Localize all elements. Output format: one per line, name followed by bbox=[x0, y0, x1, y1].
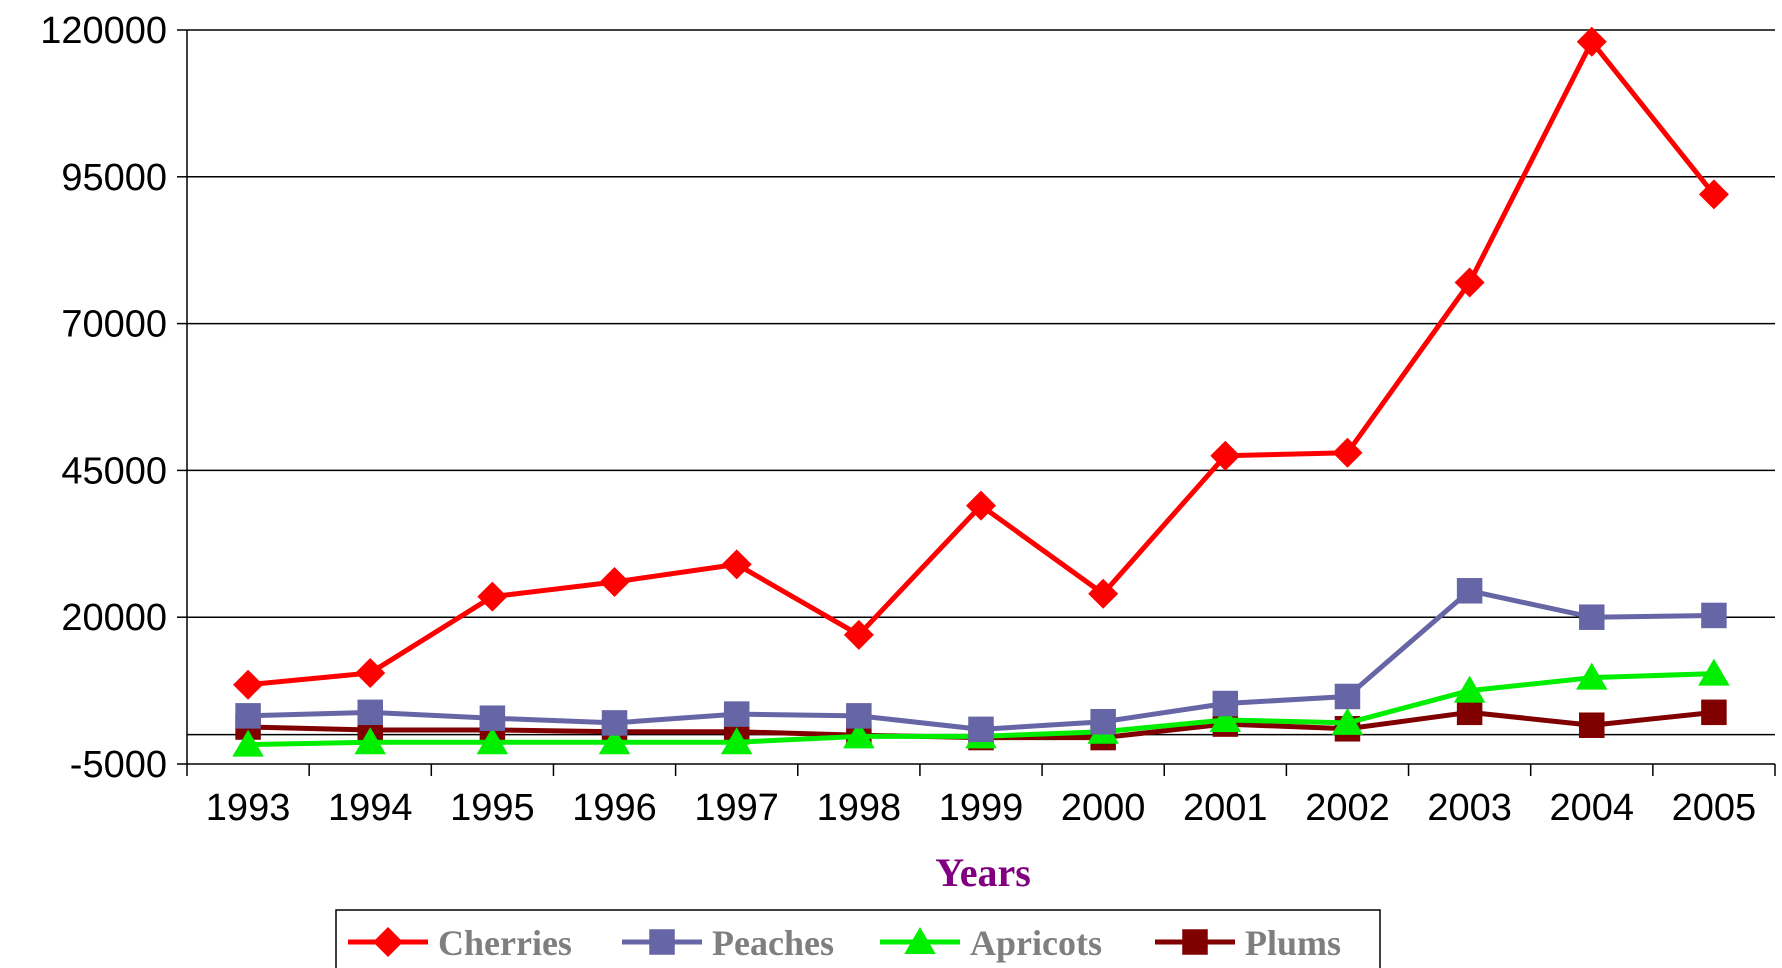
legend-entry-plums: Plums bbox=[1155, 923, 1341, 963]
x-tick-label: 1994 bbox=[328, 787, 413, 829]
data-point bbox=[721, 549, 752, 580]
data-point bbox=[1454, 267, 1485, 298]
data-point bbox=[968, 716, 994, 743]
data-point bbox=[1331, 707, 1364, 735]
x-tick-label: 2004 bbox=[1549, 787, 1634, 829]
y-axis-tick-labels: 120000 95000 70000 45000 20000 -5000 bbox=[40, 10, 167, 786]
x-tick-label: 2003 bbox=[1427, 787, 1512, 829]
data-point bbox=[233, 669, 264, 700]
data-point bbox=[966, 490, 996, 521]
data-point bbox=[1088, 578, 1119, 609]
legend-label: Peaches bbox=[712, 923, 834, 963]
y-tick-label: -5000 bbox=[70, 744, 167, 786]
y-tick-label: 45000 bbox=[61, 450, 167, 492]
x-tick-label: 2001 bbox=[1183, 787, 1268, 829]
series-line bbox=[247, 39, 1716, 688]
y-tick-label: 20000 bbox=[61, 597, 167, 639]
data-point bbox=[355, 657, 386, 688]
x-axis-title: Years bbox=[935, 850, 1031, 895]
data-point bbox=[598, 727, 631, 755]
data-point bbox=[601, 710, 628, 736]
y-tick-label: 120000 bbox=[40, 10, 167, 52]
data-point bbox=[1701, 602, 1727, 629]
data-point bbox=[843, 619, 874, 650]
x-tick-label: 1997 bbox=[694, 787, 779, 829]
x-tick-label: 2002 bbox=[1305, 787, 1390, 829]
data-point bbox=[1579, 604, 1605, 630]
data-point bbox=[1698, 658, 1730, 686]
data-point bbox=[1701, 699, 1727, 726]
legend-marker bbox=[373, 927, 403, 957]
legend-label: Cherries bbox=[438, 923, 572, 963]
data-point bbox=[843, 721, 875, 749]
x-tick-label: 2005 bbox=[1672, 787, 1757, 829]
data-point bbox=[235, 703, 261, 729]
data-point bbox=[723, 701, 750, 727]
gridlines bbox=[187, 29, 1775, 618]
x-tick-label: 1998 bbox=[817, 787, 902, 829]
data-point bbox=[1576, 26, 1607, 57]
data-point bbox=[232, 729, 264, 757]
y-tick-label: 70000 bbox=[61, 304, 167, 346]
data-point bbox=[1698, 179, 1729, 210]
data-point bbox=[1456, 578, 1483, 604]
x-tick-label: 1996 bbox=[572, 787, 657, 829]
legend-label: Plums bbox=[1245, 923, 1341, 963]
legend-label: Apricots bbox=[970, 923, 1102, 963]
legend-marker bbox=[649, 929, 675, 955]
data-point bbox=[1453, 675, 1486, 703]
data-point bbox=[354, 727, 386, 755]
series-layer bbox=[232, 26, 1730, 757]
x-tick-label: 1999 bbox=[939, 787, 1024, 829]
data-point bbox=[1576, 662, 1608, 690]
x-axis-tick-labels: 1993 1994 1995 1996 1997 1998 1999 2000 2001 2002… bbox=[206, 787, 1756, 829]
data-point bbox=[357, 699, 383, 726]
legend-marker bbox=[1182, 929, 1208, 955]
legend-entry-cherries: Cherries bbox=[348, 923, 572, 963]
data-point bbox=[720, 727, 753, 755]
legend-marker bbox=[904, 927, 936, 954]
legend-entry-peaches: Peaches bbox=[622, 923, 834, 963]
data-point bbox=[1334, 683, 1361, 710]
series-cherries bbox=[233, 26, 1729, 700]
series-peaches bbox=[235, 578, 1727, 743]
x-tick-label: 2000 bbox=[1061, 787, 1146, 829]
data-point bbox=[479, 705, 506, 731]
data-point bbox=[846, 703, 872, 729]
data-point bbox=[476, 727, 509, 755]
data-point bbox=[1090, 708, 1116, 735]
data-point bbox=[1456, 699, 1483, 726]
axes bbox=[177, 29, 1776, 776]
x-tick-label: 1995 bbox=[450, 787, 535, 829]
data-point bbox=[1209, 704, 1242, 732]
x-tick-label: 1993 bbox=[206, 787, 291, 829]
legend: Cherries Peaches Apricots Plums bbox=[335, 909, 1381, 968]
data-point bbox=[1579, 712, 1605, 738]
y-tick-label: 95000 bbox=[61, 157, 167, 199]
data-point bbox=[599, 566, 630, 597]
data-point bbox=[1332, 437, 1363, 468]
data-point bbox=[1212, 690, 1239, 717]
data-point bbox=[477, 581, 508, 612]
data-point bbox=[1210, 440, 1241, 471]
legend-entry-apricots: Apricots bbox=[880, 923, 1102, 963]
